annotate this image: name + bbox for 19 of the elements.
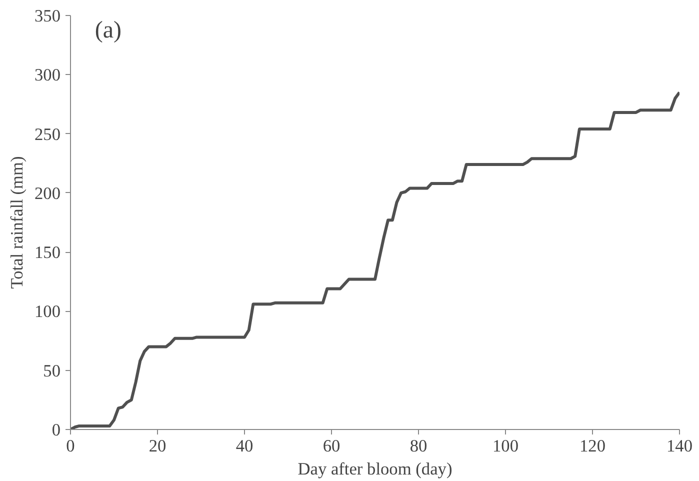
- y-tick-label: 300: [34, 66, 61, 85]
- y-tick-label: 150: [34, 243, 61, 262]
- x-tick-label: 80: [410, 436, 428, 456]
- x-axis-title: Day after bloom (day): [298, 460, 452, 478]
- x-tick-label: 120: [580, 436, 606, 456]
- y-tick-label: 0: [52, 420, 61, 440]
- x-tick-label: 40: [236, 436, 254, 456]
- x-tick-label: 140: [666, 436, 693, 456]
- x-tick-label: 0: [66, 436, 75, 456]
- x-tick-label: 60: [322, 436, 340, 456]
- y-tick-label: 100: [34, 302, 61, 322]
- y-axis-title: Total rainfall (mm): [8, 156, 27, 289]
- y-tick-label: 350: [34, 6, 61, 26]
- x-tick-label: 100: [492, 436, 519, 456]
- y-tick-label: 250: [34, 124, 61, 144]
- y-tick-label: 50: [43, 361, 60, 380]
- annotation: (a): [94, 18, 122, 44]
- y-tick-label: 200: [34, 184, 61, 203]
- x-tick-label: 20: [148, 436, 166, 456]
